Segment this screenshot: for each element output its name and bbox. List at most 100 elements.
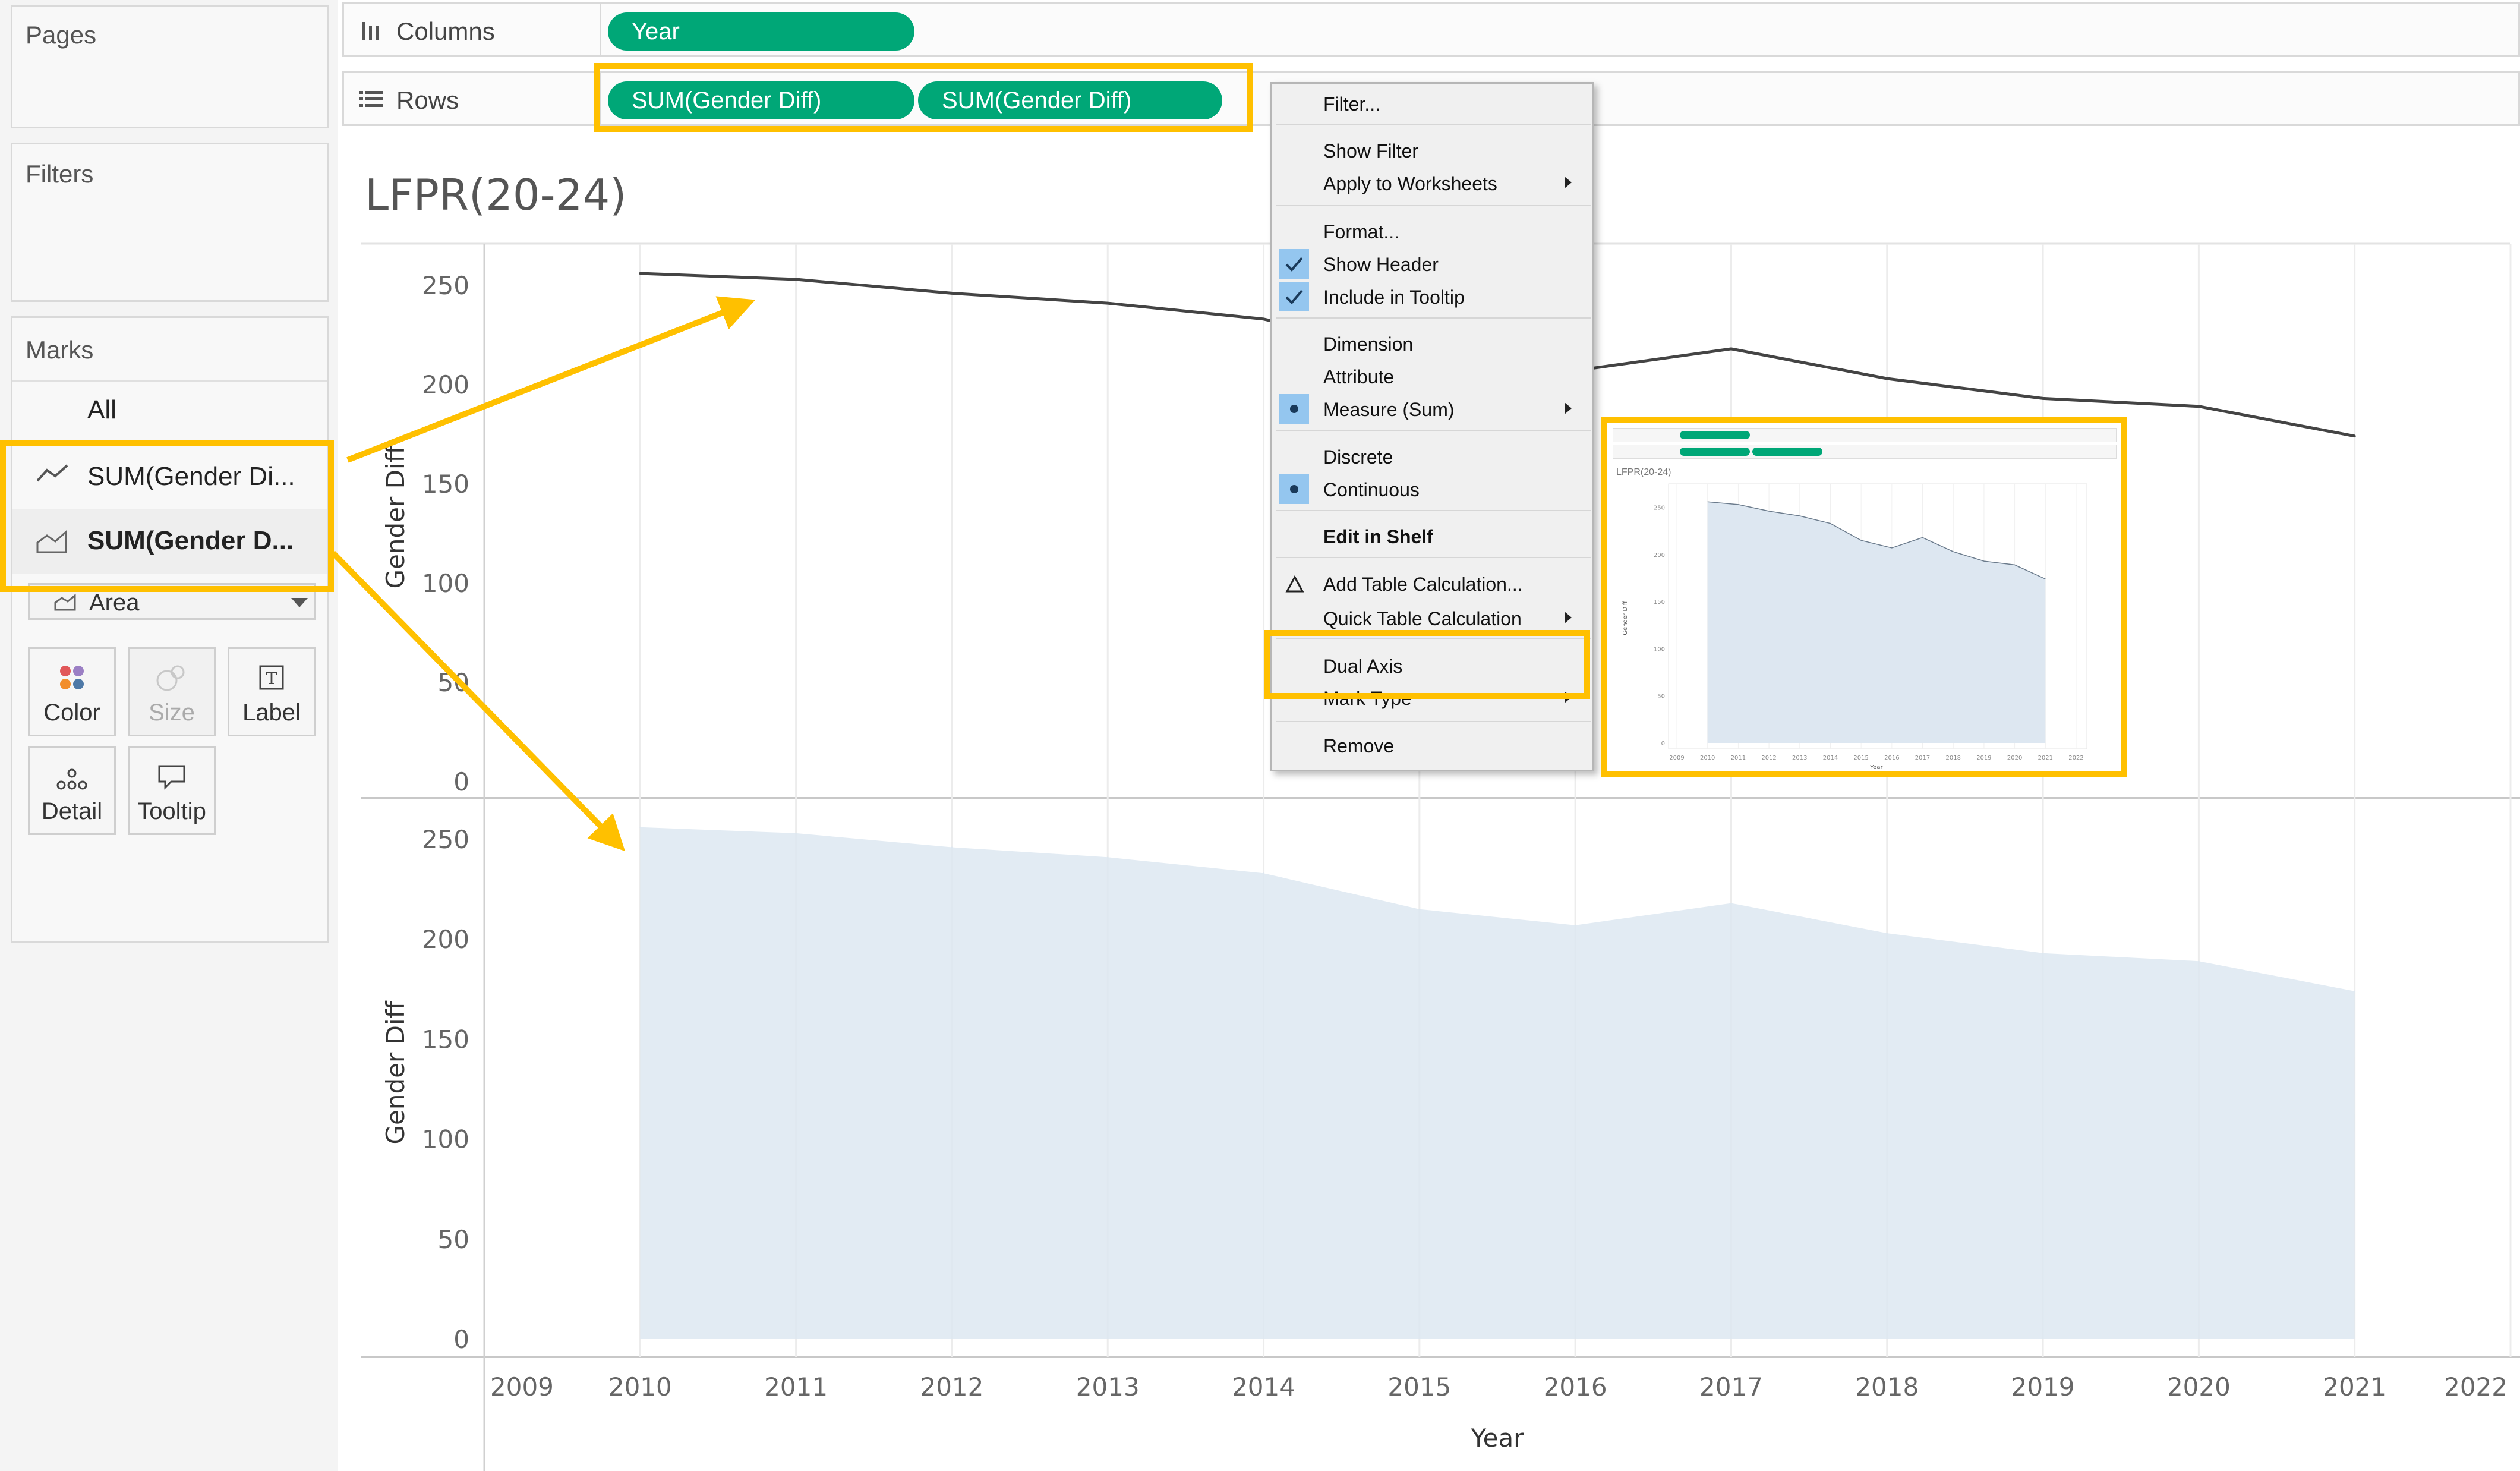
label-icon: T [259,665,284,690]
menu-separator [1276,205,1591,206]
color-button[interactable]: Color [28,647,116,736]
thumb-x-tick: 2017 [1915,755,1930,761]
area-point [1263,872,1264,874]
show-header-check-icon [1279,249,1309,279]
delta-icon [1285,575,1304,593]
detail-button[interactable]: Detail [28,746,116,835]
menu-item-remove[interactable]: Remove [1323,735,1395,757]
thumb-x-tick: 2015 [1853,755,1868,761]
x-tick-label: 2014 [1232,1372,1295,1401]
x-tick-label: 2013 [1076,1372,1140,1401]
menu-item-measure-sum[interactable]: Measure (Sum) [1323,399,1455,420]
menu-item-include-in-tooltip[interactable]: Include in Tooltip [1323,286,1465,308]
columns-shelf[interactable]: Columns Year [342,2,2520,57]
y-axis-title-bottom: Gender Diff [381,1000,410,1144]
mark-type-value: Area [89,590,140,616]
x-tick-label: 2018 [1855,1372,1919,1401]
menu-separator [1276,557,1591,558]
rows-pill-area[interactable]: SUM(Gender Diff) [918,81,1222,119]
line-mark-icon [36,464,68,482]
tooltip-button[interactable]: Tooltip [128,746,216,835]
area-point [639,826,641,828]
marks-all-tab[interactable]: All [87,395,116,424]
thumb-y-tick: 200 [1654,552,1665,559]
submenu-arrow-icon [1565,612,1572,623]
menu-item-discrete[interactable]: Discrete [1323,446,1393,468]
menu-item-format[interactable]: Format... [1323,221,1400,242]
detail-button-label: Detail [41,798,103,824]
tooltip-button-label: Tooltip [137,798,206,824]
x-tick-label: 2012 [920,1372,983,1401]
arrow-to-line-chart [346,296,756,463]
marks-card: Marks All SUM(Gender Di... SUM(Gender D.… [11,316,329,943]
y-tick-label: 200 [422,370,469,399]
submenu-arrow-icon [1565,177,1572,188]
menu-item-apply-to-worksheets[interactable]: Apply to Worksheets [1323,173,1497,194]
line-point [1106,302,1109,305]
size-button[interactable]: Size [128,647,216,736]
rows-pills-highlight [594,63,1253,132]
marks-title: Marks [26,336,94,364]
filters-card: Filters [11,143,329,302]
thumb-x-title: Year [1869,764,1883,771]
y-tick-label: 150 [422,1025,469,1054]
rows-label: Rows [396,86,459,114]
line-point [639,272,642,275]
pages-title: Pages [26,21,97,49]
dual-axis-preview-thumbnail: LFPR(20-24) 2009 2010 2011 2012 2013 2014 2015… [1607,422,2122,773]
area-point [1730,902,1732,904]
x-tick-label: 2015 [1387,1372,1451,1401]
y-tick-label: 50 [438,1225,469,1254]
x-tick-label: 2016 [1544,1372,1607,1401]
menu-item-edit-in-shelf[interactable]: Edit in Shelf [1323,526,1433,547]
thumb-x-tick: 2019 [1976,755,1991,761]
label-button-label: Label [242,700,301,726]
x-tick-label: 2019 [2011,1372,2075,1401]
menu-item-dual-axis[interactable]: Dual Axis [1323,656,1403,677]
menu-item-show-header[interactable]: Show Header [1323,254,1439,275]
y-tick-label: 0 [453,1325,469,1354]
menu-item-filter[interactable]: Filter... [1323,93,1381,115]
year-pill[interactable]: Year [608,12,914,51]
detail-icon [56,768,87,790]
rows-pill-line[interactable]: SUM(Gender Diff) [608,81,914,119]
thumb-row-pill-2 [1752,448,1822,456]
marks-title-divider [12,380,327,382]
y-tick-label: 150 [422,470,469,499]
thumb-title: LFPR(20-24) [1616,467,1671,477]
thumb-chart: 2009 2010 2011 2012 2013 2014 2015 2016 2017 2018… [1622,483,2087,771]
y-tick-label: 250 [422,271,469,300]
area-point [795,832,797,834]
thumb-y-title: Gender Diff [1622,600,1629,635]
area-point [1418,908,1420,910]
menu-item-continuous[interactable]: Continuous [1323,479,1420,500]
rows-shelf[interactable]: Rows SUM(Gender Diff) SUM(Gender Diff) [342,71,2520,126]
menu-item-show-filter[interactable]: Show Filter [1323,140,1419,162]
x-tick-label: 2022 [2444,1372,2508,1401]
thumb-x-tick: 2011 [1731,755,1746,761]
menu-item-attribute[interactable]: Attribute [1323,366,1395,388]
marks-item-area[interactable]: SUM(Gender D... [12,509,327,574]
menu-separator [1276,124,1591,125]
thumb-columns-shelf [1613,428,2117,442]
menu-item-add-table-calculation[interactable]: Add Table Calculation... [1323,574,1523,595]
size-button-label: Size [149,700,195,726]
line-point [1730,347,1733,350]
label-button[interactable]: T Label [228,647,316,736]
marks-item-line[interactable]: SUM(Gender Di... [12,444,327,509]
menu-item-quick-table-calculation[interactable]: Quick Table Calculation [1323,608,1522,629]
x-tick-label: 2017 [1699,1372,1763,1401]
color-button-label: Color [43,700,100,726]
dual-axis-highlight [1264,630,1590,699]
area-mark-icon [36,530,67,553]
x-tick-label: 2011 [764,1372,828,1401]
menu-item-dimension[interactable]: Dimension [1323,333,1414,355]
thumb-x-tick: 2016 [1884,755,1899,761]
area-point [951,846,953,848]
pill-context-menu: Filter... Show Filter Apply to Worksheet… [1270,82,1594,771]
y-axis-title-top: Gender Diff [381,445,410,588]
filters-title: Filters [26,160,94,188]
